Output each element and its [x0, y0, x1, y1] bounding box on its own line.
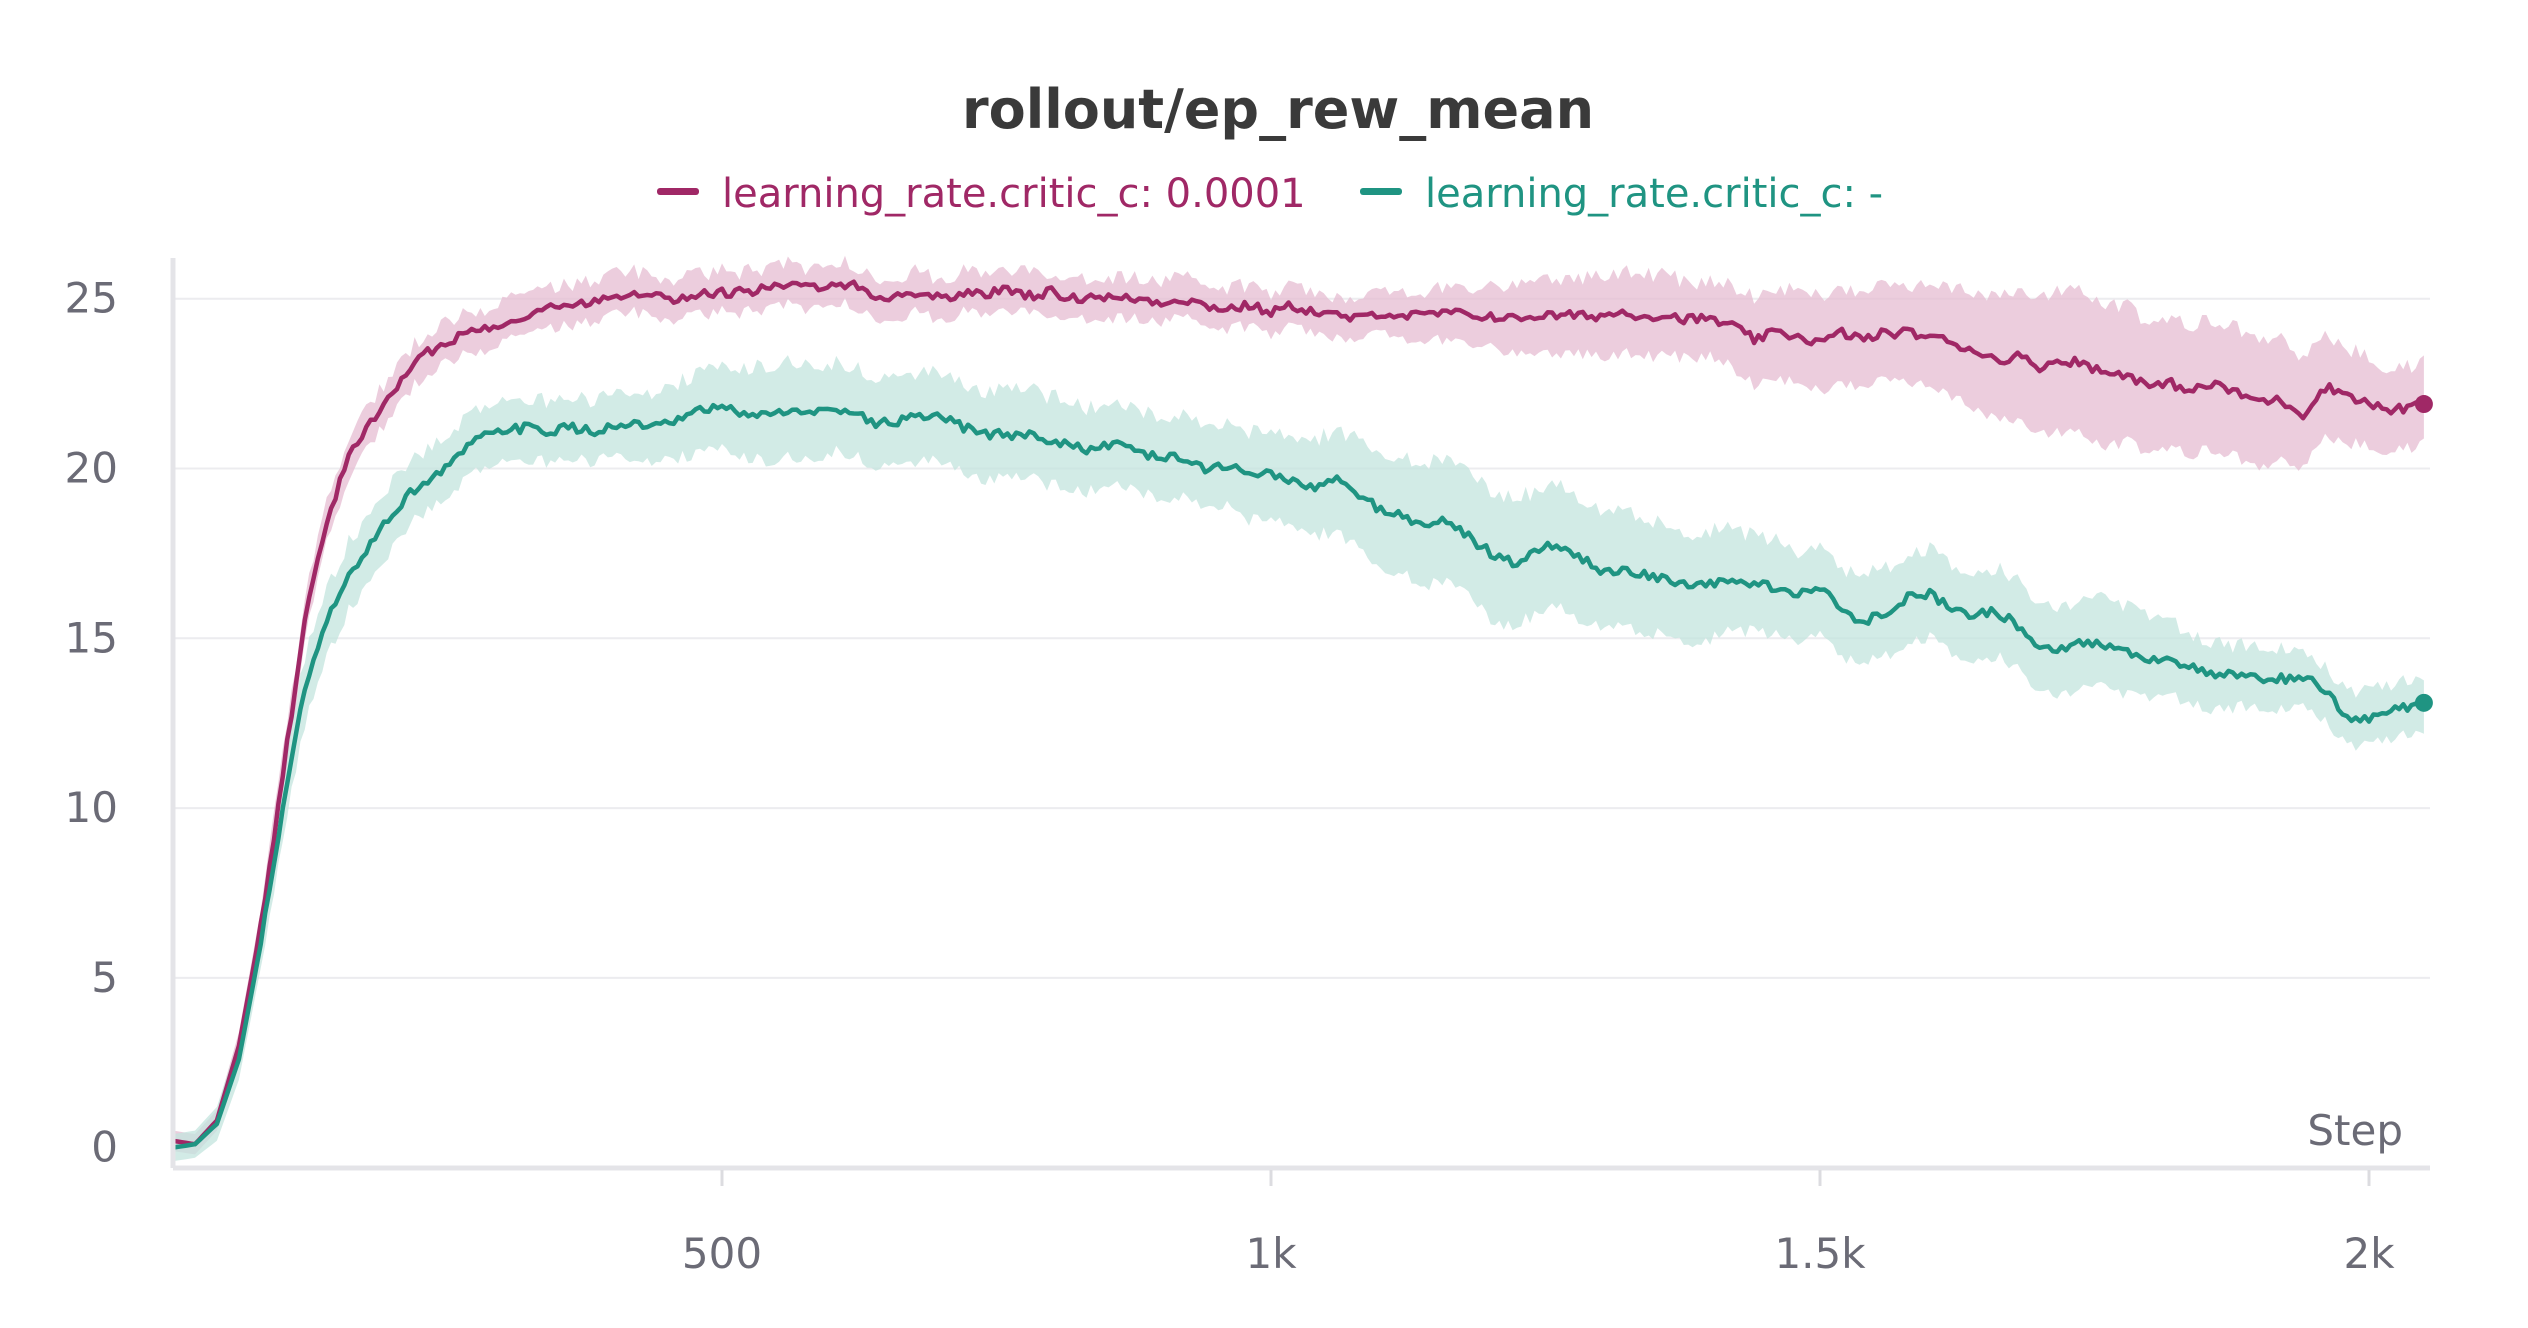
- x-tick-label: 1.5k: [1774, 1229, 1866, 1278]
- x-axis-label: Step: [2307, 1106, 2403, 1155]
- legend-label-series-0: learning_rate.critic_c: 0.0001: [722, 171, 1306, 217]
- band-series-1: [173, 355, 2424, 1162]
- y-tick-label: 10: [65, 783, 118, 832]
- endpoint-series-1: [2414, 693, 2433, 712]
- y-tick-label: 25: [65, 274, 118, 323]
- x-tick-labels: 500 1k 1.5k 2k: [682, 1170, 2395, 1278]
- chart-title: rollout/ep_rew_mean: [962, 78, 1594, 141]
- legend-swatch-series-0: [657, 188, 699, 195]
- x-tick-label: 2k: [2343, 1229, 2395, 1278]
- line-series-1: [172, 402, 2426, 1150]
- legend-label-series-1: learning_rate.critic_c: -: [1425, 171, 1883, 217]
- y-tick-label: 20: [65, 444, 118, 493]
- x-tick-label: 500: [682, 1229, 762, 1278]
- x-tick-label: 1k: [1245, 1229, 1297, 1278]
- band-series-0: [173, 255, 2424, 1155]
- y-tick-label: 15: [65, 613, 118, 662]
- y-tick-label: 0: [91, 1123, 118, 1172]
- series-endpoints: [2414, 395, 2433, 712]
- endpoint-series-0: [2414, 395, 2433, 414]
- y-tick-label: 5: [91, 953, 118, 1002]
- line-series-0: [172, 279, 2426, 1147]
- legend: learning_rate.critic_c: 0.0001 learning_…: [657, 171, 1883, 217]
- y-tick-labels: 0 5 10 15 20 25: [65, 274, 118, 1172]
- confidence-bands: [173, 255, 2424, 1162]
- series-lines: [172, 279, 2426, 1150]
- legend-swatch-series-1: [1360, 188, 1402, 195]
